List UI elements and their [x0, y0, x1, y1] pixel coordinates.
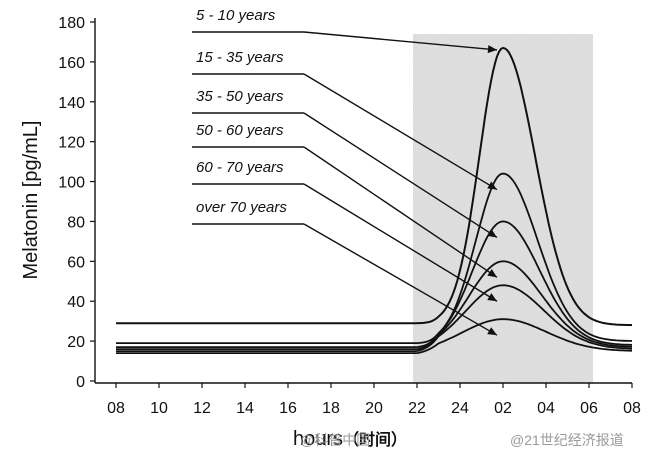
- x-tick-label: 24: [451, 400, 469, 417]
- y-axis-ticks: 0 20 40 60 80 100 120 140 160 180: [58, 15, 95, 391]
- x-tick-label: 06: [580, 400, 598, 417]
- y-tick-label: 80: [67, 214, 85, 231]
- legend: 5 - 10 years 15 - 35 years 35 - 50 years 50…: [192, 7, 498, 336]
- legend-arrowhead: [487, 268, 497, 278]
- y-tick-label: 180: [58, 15, 85, 32]
- legend-leader-line: [303, 183, 498, 302]
- series-line: [116, 172, 633, 344]
- x-tick-label: 12: [193, 400, 211, 417]
- x-tick-label: 10: [150, 400, 168, 417]
- watermark-right: @21世纪经济报道: [510, 432, 624, 448]
- legend-arrowhead: [487, 45, 497, 54]
- series-line: [116, 318, 632, 354]
- axes: [94, 18, 632, 384]
- legend-arrowhead: [487, 181, 497, 190]
- legend-leader-line: [303, 31, 498, 51]
- series-line: [116, 220, 633, 348]
- series-line: [116, 260, 633, 350]
- y-tick-label: 100: [58, 175, 85, 192]
- x-axis-ticks: 08 10 12 14 16 18 20 22 24 02 04 06 08: [107, 383, 641, 417]
- legend-arrowhead: [487, 327, 497, 336]
- y-tick-label: 60: [67, 254, 85, 271]
- y-tick-label: 140: [58, 95, 85, 112]
- legend-label: 15 - 35 years: [196, 49, 284, 66]
- x-tick-label: 08: [107, 400, 125, 417]
- x-tick-label: 20: [365, 400, 383, 417]
- legend-label: 35 - 50 years: [196, 88, 284, 105]
- series-line: [116, 46, 633, 327]
- x-axis-label-suffix: （时间）: [343, 430, 407, 449]
- legend-label: 5 - 10 years: [196, 7, 276, 24]
- series-lines: [116, 46, 633, 354]
- legend-leader-line: [303, 223, 498, 336]
- legend-label: 60 - 70 years: [196, 159, 284, 176]
- y-tick-label: 160: [58, 55, 85, 72]
- x-axis-label-text: hours: [293, 428, 343, 450]
- x-tick-label: 04: [537, 400, 555, 417]
- x-axis-label: hours（时间）: [293, 428, 407, 450]
- legend-leader-line: [303, 73, 498, 191]
- y-tick-label: 20: [67, 334, 85, 351]
- x-tick-label: 22: [408, 400, 426, 417]
- legend-leader-line: [303, 112, 498, 239]
- x-tick-label: 08: [623, 400, 641, 417]
- night-shading: [413, 34, 593, 383]
- x-tick-label: 16: [279, 400, 297, 417]
- watermark: @科普中国 @21世纪经济报道: [300, 432, 624, 448]
- legend-arrowhead: [487, 229, 497, 238]
- y-tick-label: 40: [67, 294, 85, 311]
- legend-label: over 70 years: [196, 199, 287, 216]
- series-line: [116, 284, 633, 352]
- x-tick-label: 18: [322, 400, 340, 417]
- y-axis-label: Melatonin [pg/mL]: [20, 121, 42, 280]
- watermark-left: @科普中国: [300, 432, 370, 448]
- y-tick-label: 0: [76, 374, 85, 391]
- x-tick-label: 14: [236, 400, 254, 417]
- legend-leader-line: [303, 146, 498, 278]
- x-tick-label: 02: [494, 400, 512, 417]
- legend-arrowhead: [487, 293, 497, 302]
- legend-label: 50 - 60 years: [196, 122, 284, 139]
- y-tick-label: 120: [58, 135, 85, 152]
